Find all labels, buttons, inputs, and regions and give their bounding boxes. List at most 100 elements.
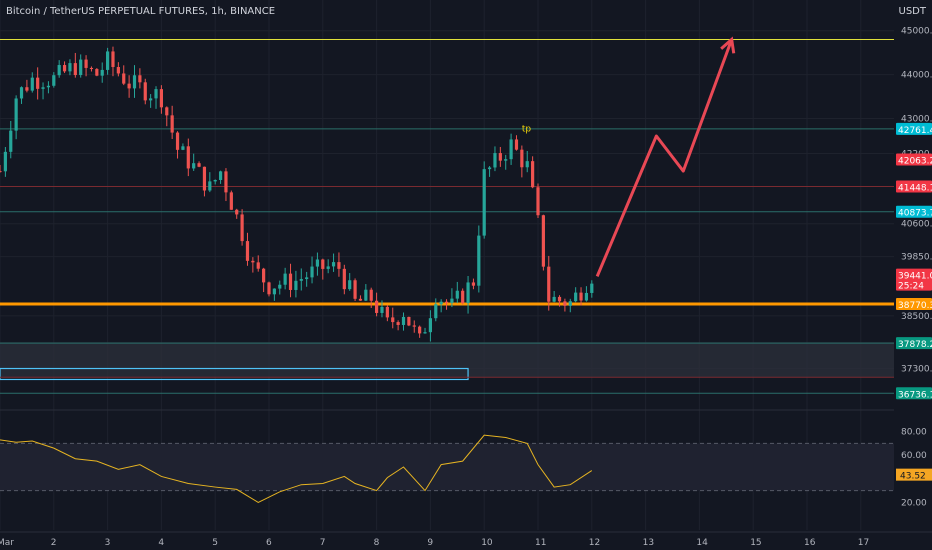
candle-body [337, 262, 341, 269]
candle-body [439, 301, 443, 305]
candle-body [19, 87, 24, 99]
y-tick: 37300.0 [901, 365, 932, 375]
candle-body [159, 89, 163, 108]
candle-body [482, 169, 486, 236]
candle-body [143, 82, 147, 101]
currency-label: USDT [898, 6, 926, 17]
rsi-value: 43.52 [900, 472, 926, 482]
arrow-head [720, 36, 736, 54]
candle-body [520, 149, 524, 168]
y-tick: 40600.0 [901, 220, 932, 230]
candle-body [267, 282, 271, 295]
price-label: 37878.2 [898, 340, 932, 350]
candle-body [584, 292, 589, 301]
candle-body [342, 268, 346, 290]
blue-box [0, 367, 469, 381]
candle-body [444, 301, 449, 303]
candle-body [310, 266, 314, 278]
rsi-tick: 20.00 [901, 498, 927, 508]
candle-body [547, 266, 551, 302]
price-label-box [896, 122, 932, 135]
y-tick: 44000.0 [901, 71, 932, 81]
candle-body [245, 241, 250, 261]
candle-body [170, 115, 174, 133]
candle-body [122, 73, 126, 84]
candle-body [466, 282, 470, 304]
candle-body [418, 326, 422, 334]
candle-body [353, 280, 357, 299]
candle-body [552, 296, 556, 302]
candle-body [380, 306, 384, 313]
rsi-band [0, 443, 894, 491]
x-tick: 17 [858, 538, 869, 548]
x-tick: 15 [750, 538, 761, 548]
candle-body [450, 298, 454, 303]
candle-body [235, 209, 239, 215]
price-label-box [896, 268, 932, 291]
candle-body [9, 130, 13, 152]
candle-body [434, 304, 438, 319]
candle-body [154, 89, 158, 99]
price-label: 36736.1 [898, 390, 932, 400]
candle-body [493, 153, 497, 168]
x-tick: 11 [535, 538, 546, 548]
countdown-label: 25:24 [898, 282, 924, 292]
candle-body [73, 63, 77, 76]
candle-body [175, 132, 180, 150]
candle-body [95, 69, 99, 76]
candle-body [224, 171, 228, 193]
price-label-box [896, 153, 932, 166]
price-label: 42761.4 [898, 126, 932, 136]
candle-body [514, 139, 519, 150]
candle-body [407, 316, 411, 326]
candle-body [84, 59, 88, 68]
x-tick: 6 [266, 538, 272, 548]
candle-body [138, 75, 142, 83]
candle-body [132, 75, 137, 89]
candle-body [461, 290, 465, 304]
candle-body [36, 77, 40, 89]
x-tick: 14 [696, 538, 708, 548]
candle-body [127, 83, 131, 89]
gray-zone [0, 342, 894, 378]
price-label: 40873.7 [898, 209, 932, 219]
x-tick: 3 [105, 538, 111, 548]
candle-body [262, 268, 266, 283]
candle-body [455, 290, 459, 299]
candle-body [106, 51, 110, 70]
price-label: 42063.2 [898, 157, 932, 167]
price-label: 38770.3 [898, 301, 932, 311]
x-tick: 2 [51, 538, 57, 548]
candle-body [299, 279, 303, 281]
candle-body [401, 316, 406, 325]
candle-body [423, 332, 427, 334]
candle-body [541, 215, 545, 267]
candle-body [477, 235, 481, 286]
candle-body [213, 180, 217, 182]
y-tick: 38500.0 [901, 312, 932, 322]
candle-body [272, 288, 276, 295]
x-tick: 13 [643, 538, 654, 548]
x-tick: 8 [374, 538, 380, 548]
x-tick: 4 [158, 538, 164, 548]
candle-body [100, 69, 104, 76]
candle-body [305, 277, 309, 280]
candle-body [288, 273, 293, 290]
candle-body [218, 171, 223, 181]
y-tick: 45000.0 [901, 27, 932, 37]
candle-body [412, 325, 416, 327]
price-label-box [896, 298, 932, 311]
candle-body [294, 280, 298, 290]
candle-body [364, 289, 368, 301]
candle-body [391, 317, 395, 323]
candle-body [186, 146, 190, 169]
candle-body [321, 259, 325, 269]
candle-body [181, 146, 185, 150]
candle-body [25, 87, 29, 91]
candle-body [487, 167, 492, 170]
rsi-tick: 60.00 [901, 451, 927, 461]
rsi-tick: 80.00 [901, 428, 927, 438]
candle-body [498, 153, 502, 161]
candle-body [278, 284, 282, 289]
